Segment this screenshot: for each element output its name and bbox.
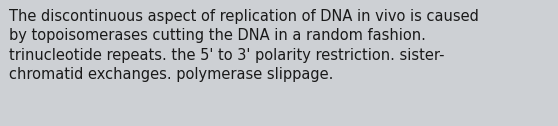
Text: The discontinuous aspect of replication of DNA in vivo is caused
by topoisomeras: The discontinuous aspect of replication … [9, 9, 479, 83]
